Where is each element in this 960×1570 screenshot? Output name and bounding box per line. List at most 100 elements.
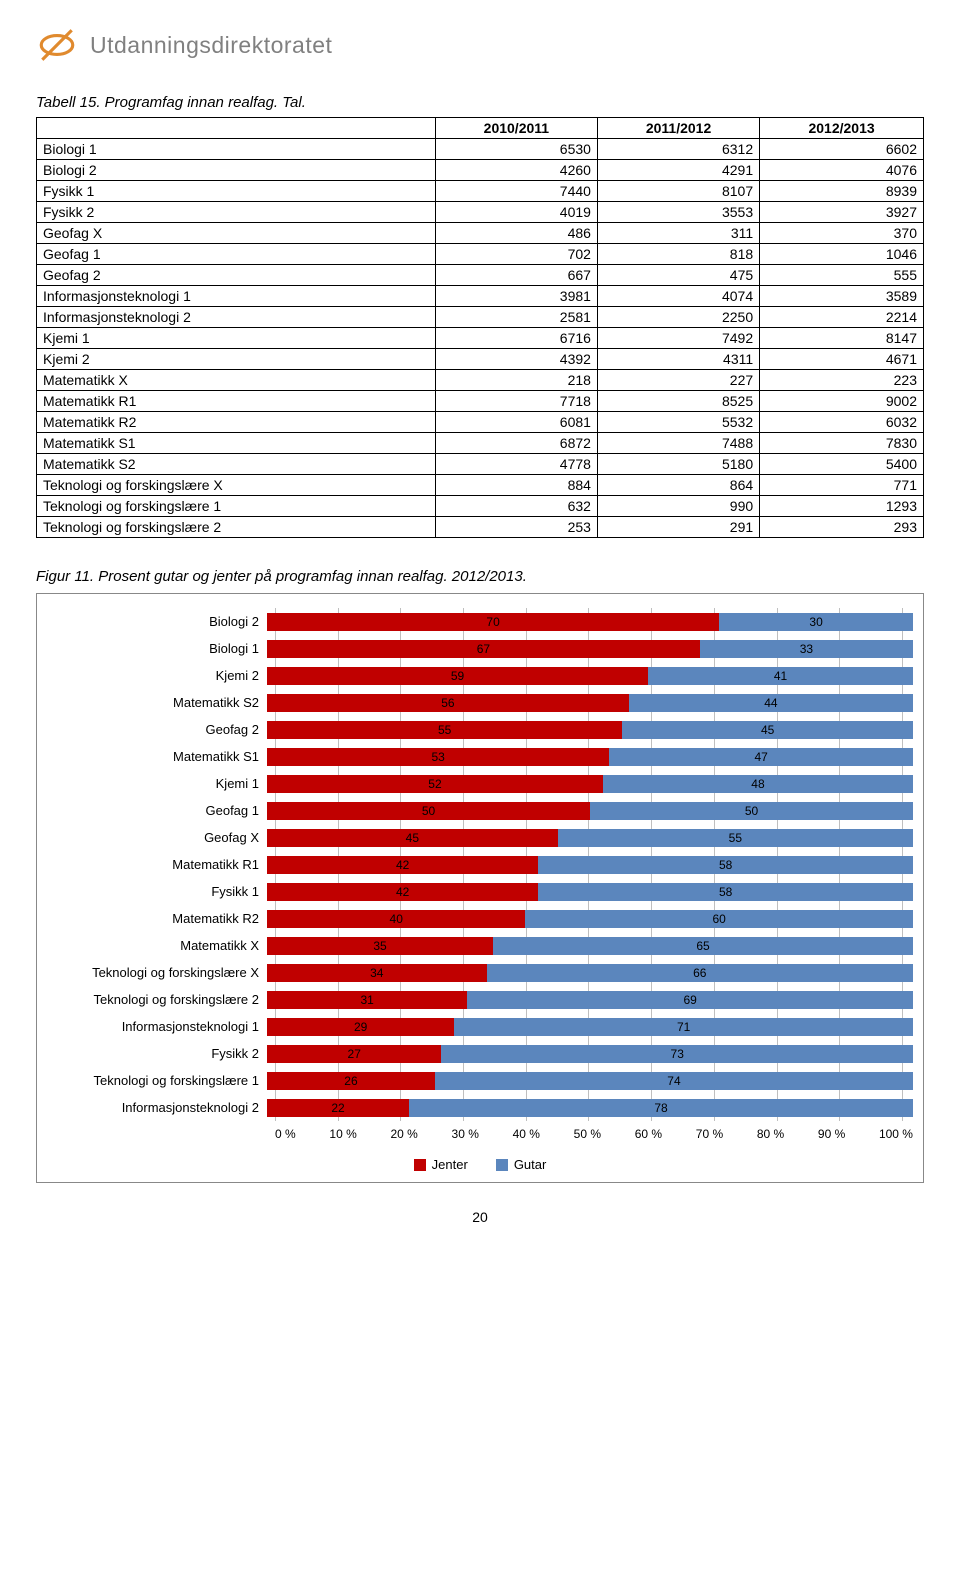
data-cell: 218 (435, 370, 597, 391)
row-label-cell: Kjemi 1 (37, 328, 436, 349)
data-cell: 771 (760, 475, 924, 496)
data-cell: 4260 (435, 160, 597, 181)
data-cell: 6032 (760, 412, 924, 433)
chart-bar-row: Biologi 16733 (47, 635, 913, 662)
row-label-cell: Geofag 2 (37, 265, 436, 286)
data-cell: 7718 (435, 391, 597, 412)
bar-segment-gutar: 45 (622, 721, 913, 739)
data-cell: 4311 (597, 349, 759, 370)
x-axis-ticks: 0 %10 %20 %30 %40 %50 %60 %70 %80 %90 %1… (275, 1127, 913, 1141)
table-body: Biologi 1653063126602Biologi 24260429140… (37, 139, 924, 538)
row-label-cell: Teknologi og forskingslære 2 (37, 517, 436, 538)
bar-area: 5050 (267, 802, 913, 820)
legend: Jenter Gutar (47, 1157, 913, 1172)
bar-segment-jenter: 42 (267, 856, 538, 874)
bar-label: Teknologi og forskingslære 1 (47, 1073, 267, 1088)
table-header-cell: 2010/2011 (435, 118, 597, 139)
bar-segment-gutar: 74 (435, 1072, 913, 1090)
x-tick: 20 % (390, 1127, 417, 1141)
table-header-cell (37, 118, 436, 139)
data-cell: 702 (435, 244, 597, 265)
data-cell: 3927 (760, 202, 924, 223)
table-row: Informasjonsteknologi 2258122502214 (37, 307, 924, 328)
bar-segment-jenter: 70 (267, 613, 719, 631)
data-cell: 667 (435, 265, 597, 286)
bar-segment-gutar: 58 (538, 883, 913, 901)
data-cell: 5180 (597, 454, 759, 475)
row-label-cell: Informasjonsteknologi 2 (37, 307, 436, 328)
bar-label: Teknologi og forskingslære 2 (47, 992, 267, 1007)
bar-segment-jenter: 53 (267, 748, 609, 766)
bar-area: 2674 (267, 1072, 913, 1090)
x-tick: 100 % (879, 1127, 913, 1141)
plot-area: Biologi 27030Biologi 16733Kjemi 25941Mat… (47, 608, 913, 1121)
table-header-cell: 2011/2012 (597, 118, 759, 139)
data-cell: 8147 (760, 328, 924, 349)
chart-bar-row: Matematikk S15347 (47, 743, 913, 770)
brand-name: Utdanningsdirektoratet (90, 32, 332, 59)
chart-caption: Figur 11. Prosent gutar og jenter på pro… (36, 568, 924, 585)
data-cell: 6872 (435, 433, 597, 454)
data-cell: 1293 (760, 496, 924, 517)
legend-label: Gutar (514, 1157, 547, 1172)
legend-item: Gutar (496, 1157, 547, 1172)
bar-area: 5941 (267, 667, 913, 685)
table-row: Matematikk S1687274887830 (37, 433, 924, 454)
data-cell: 632 (435, 496, 597, 517)
bar-segment-gutar: 30 (719, 613, 913, 631)
bar-label: Geofag 1 (47, 803, 267, 818)
bar-area: 5347 (267, 748, 913, 766)
bar-label: Matematikk S1 (47, 749, 267, 764)
bar-area: 7030 (267, 613, 913, 631)
data-cell: 6081 (435, 412, 597, 433)
table-row: Geofag X486311370 (37, 223, 924, 244)
bar-segment-jenter: 35 (267, 937, 493, 955)
chart-bar-row: Teknologi og forskingslære 23169 (47, 986, 913, 1013)
table-head: 2010/20112011/20122012/2013 (37, 118, 924, 139)
table-row: Matematikk R1771885259002 (37, 391, 924, 412)
bar-label: Biologi 1 (47, 641, 267, 656)
data-cell: 2250 (597, 307, 759, 328)
chart-bar-row: Informasjonsteknologi 12971 (47, 1013, 913, 1040)
data-cell: 6716 (435, 328, 597, 349)
chart-bar-row: Matematikk X3565 (47, 932, 913, 959)
chart-bar-row: Geofag X4555 (47, 824, 913, 851)
bar-label: Geofag 2 (47, 722, 267, 737)
table-header-cell: 2012/2013 (760, 118, 924, 139)
row-label-cell: Fysikk 2 (37, 202, 436, 223)
table-caption: Tabell 15. Programfag innan realfag. Tal… (36, 94, 924, 111)
table-row: Teknologi og forskingslære 2253291293 (37, 517, 924, 538)
row-label-cell: Fysikk 1 (37, 181, 436, 202)
bar-label: Geofag X (47, 830, 267, 845)
bar-segment-gutar: 60 (525, 910, 913, 928)
bar-area: 5644 (267, 694, 913, 712)
bar-segment-jenter: 56 (267, 694, 629, 712)
x-tick: 60 % (635, 1127, 662, 1141)
row-label-cell: Kjemi 2 (37, 349, 436, 370)
legend-swatch-icon (414, 1159, 426, 1171)
x-tick: 50 % (574, 1127, 601, 1141)
chart-bar-row: Kjemi 25941 (47, 662, 913, 689)
data-cell: 884 (435, 475, 597, 496)
bar-label: Informasjonsteknologi 1 (47, 1019, 267, 1034)
row-label-cell: Informasjonsteknologi 1 (37, 286, 436, 307)
bar-segment-gutar: 73 (441, 1045, 913, 1063)
table-row: Matematikk S2477851805400 (37, 454, 924, 475)
data-cell: 4076 (760, 160, 924, 181)
data-cell: 8939 (760, 181, 924, 202)
data-cell: 4392 (435, 349, 597, 370)
bar-label: Matematikk S2 (47, 695, 267, 710)
legend-item: Jenter (414, 1157, 468, 1172)
bar-label: Matematikk X (47, 938, 267, 953)
legend-label: Jenter (432, 1157, 468, 1172)
row-label-cell: Matematikk R1 (37, 391, 436, 412)
bar-area: 6733 (267, 640, 913, 658)
bar-segment-gutar: 55 (558, 829, 913, 847)
bar-label: Kjemi 1 (47, 776, 267, 791)
row-label-cell: Biologi 1 (37, 139, 436, 160)
bar-label: Matematikk R1 (47, 857, 267, 872)
data-cell: 5532 (597, 412, 759, 433)
bar-segment-jenter: 26 (267, 1072, 435, 1090)
data-cell: 6312 (597, 139, 759, 160)
row-label-cell: Matematikk S2 (37, 454, 436, 475)
